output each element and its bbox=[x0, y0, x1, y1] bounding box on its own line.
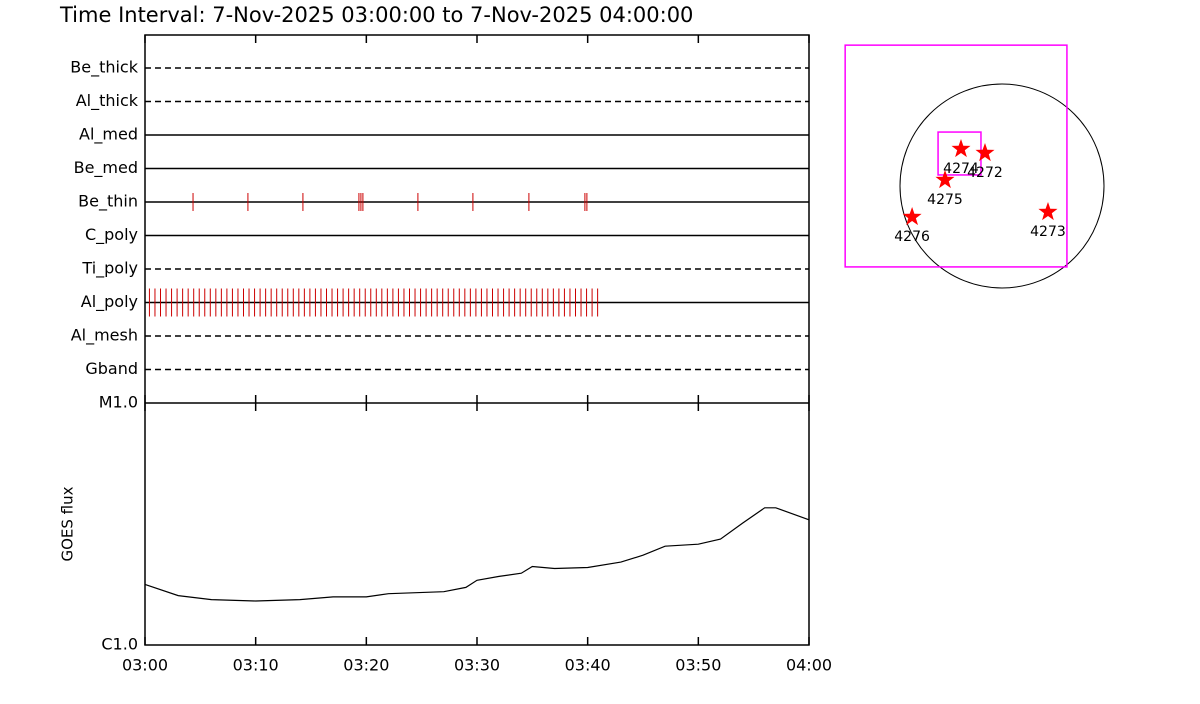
y-tick-label: C1.0 bbox=[101, 635, 138, 654]
x-tick-label: 03:20 bbox=[343, 656, 389, 675]
x-tick-label: 04:00 bbox=[786, 656, 832, 675]
row-label: Be_thick bbox=[70, 58, 138, 78]
fov-box bbox=[844, 44, 1068, 268]
active-region-marker bbox=[935, 170, 955, 189]
plot-title: Time Interval: 7-Nov-2025 03:00:00 to 7-… bbox=[59, 3, 693, 27]
x-tick-label: 03:10 bbox=[233, 656, 279, 675]
region-label: 4276 bbox=[894, 229, 930, 245]
row-label: Be_thin bbox=[78, 192, 138, 212]
y-axis-label: GOES flux bbox=[59, 486, 77, 561]
active-region-marker bbox=[975, 143, 995, 162]
plot-frame bbox=[144, 34, 810, 646]
goes-curve bbox=[144, 507, 810, 602]
row-label: Al_poly bbox=[81, 292, 138, 312]
x-tick-label: 03:50 bbox=[675, 656, 721, 675]
row-label: Gband bbox=[85, 359, 138, 378]
row-label: Al_thick bbox=[76, 91, 139, 111]
row-label: Al_med bbox=[79, 125, 138, 145]
active-region-marker bbox=[902, 207, 922, 226]
x-tick-label: 03:30 bbox=[454, 656, 500, 675]
row-label: Be_med bbox=[74, 158, 138, 178]
x-tick-label: 03:00 bbox=[122, 656, 168, 675]
row-label: Al_mesh bbox=[71, 326, 138, 346]
y-tick-label: M1.0 bbox=[99, 393, 138, 412]
region-label: 4274 bbox=[943, 161, 979, 177]
region-label: 4272 bbox=[967, 165, 1003, 181]
region-label: 4273 bbox=[1030, 224, 1066, 240]
region-label: 4275 bbox=[927, 192, 963, 208]
solar-limb bbox=[899, 83, 1105, 289]
x-tick-label: 03:40 bbox=[565, 656, 611, 675]
row-label: C_poly bbox=[85, 225, 138, 245]
active-region-marker bbox=[951, 139, 971, 158]
active-region-marker bbox=[1038, 202, 1058, 221]
row-label: Ti_poly bbox=[81, 259, 138, 279]
